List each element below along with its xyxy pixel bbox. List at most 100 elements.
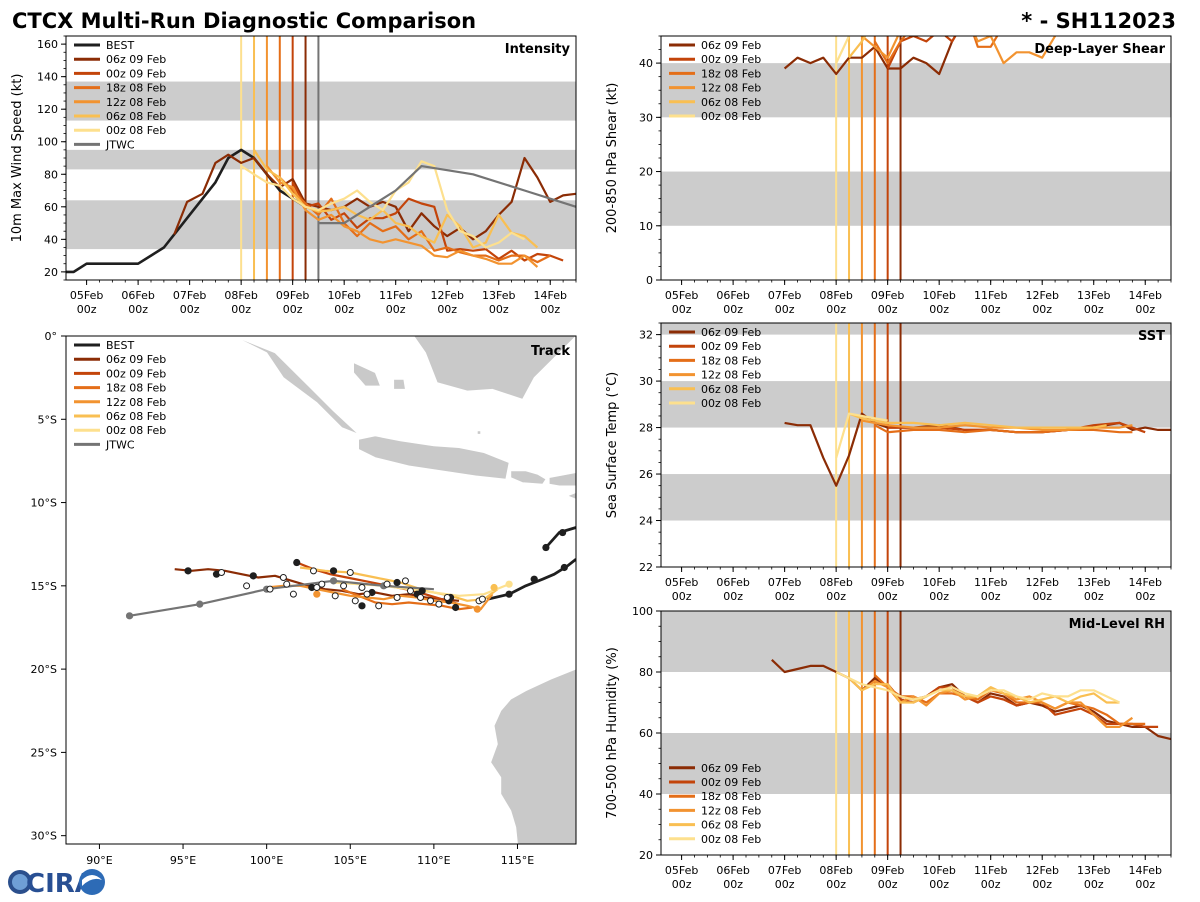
land-belitung	[393, 378, 406, 390]
x-tick-label: 05Feb	[665, 289, 698, 302]
series-line	[874, 424, 1133, 434]
legend-label: 00z 08 Feb	[701, 397, 761, 410]
plot-area	[66, 36, 576, 280]
track-open-point	[435, 600, 443, 608]
legend-label: 00z 09 Feb	[106, 67, 166, 80]
track-point	[249, 572, 257, 580]
legend-label: 00z 08 Feb	[701, 833, 761, 846]
track-point	[473, 605, 481, 613]
legend-label: 18z 08 Feb	[701, 354, 761, 367]
track-open-point	[478, 595, 486, 603]
track-open-point	[313, 584, 321, 592]
track-open-point	[416, 593, 424, 601]
x-tick-sublabel: 00z	[334, 303, 354, 316]
y-tick-label: 28	[639, 422, 653, 435]
x-tick-label: 10Feb	[922, 289, 955, 302]
x-tick-label: 13Feb	[1077, 864, 1110, 877]
x-tick-sublabel: 00z	[672, 590, 692, 603]
track-open-point	[243, 582, 251, 590]
x-tick-sublabel: 00z	[1135, 878, 1155, 891]
panel-sst: 22242628303205Feb00z06Feb00z07Feb00z08Fe…	[605, 322, 1172, 603]
y-tick-label: 5°S	[38, 413, 57, 426]
x-tick-sublabel: 00z	[1032, 303, 1052, 316]
y-axis-label: Sea Surface Temp (°C)	[605, 372, 620, 519]
panel-label: Track	[531, 344, 570, 359]
map-frame	[65, 335, 577, 845]
legend-label: BEST	[106, 339, 134, 352]
legend-label: 12z 08 Feb	[701, 804, 761, 817]
legend-label: 12z 08 Feb	[701, 82, 761, 95]
legend-label: 00z 08 Feb	[701, 110, 761, 123]
x-tick-label: 11Feb	[974, 576, 1007, 589]
land-sumbawa	[548, 472, 576, 487]
x-tick-label: 100°E	[250, 854, 283, 867]
x-tick-label: 06Feb	[716, 864, 749, 877]
x-tick-sublabel: 00z	[1084, 590, 1104, 603]
y-tick-label: 40	[639, 788, 653, 801]
x-tick-label: 14Feb	[1129, 576, 1162, 589]
shading-band	[66, 81, 576, 121]
shading-band	[661, 171, 1171, 226]
land-sumatra-borneo	[233, 336, 359, 435]
series-line	[266, 165, 539, 268]
land-bawean	[476, 430, 482, 435]
x-tick-label: 10Feb	[327, 289, 360, 302]
shading-band	[661, 323, 1171, 335]
legend-label: 06z 08 Feb	[701, 819, 761, 832]
track-open-point	[331, 592, 339, 600]
x-tick-sublabel: 00z	[929, 878, 949, 891]
track-open-point	[318, 580, 326, 588]
x-tick-label: 07Feb	[768, 864, 801, 877]
track-open-point	[443, 593, 451, 601]
x-tick-label: 90°E	[86, 854, 112, 867]
track-open-point	[401, 577, 409, 585]
x-tick-label: 14Feb	[1129, 864, 1162, 877]
x-tick-label: 11Feb	[974, 864, 1007, 877]
series-line	[848, 36, 867, 59]
x-tick-sublabel: 00z	[878, 303, 898, 316]
legend-label: 06z 09 Feb	[701, 762, 761, 775]
x-tick-sublabel: 00z	[775, 590, 795, 603]
shading-band	[661, 611, 1171, 672]
land-java	[358, 435, 510, 480]
legend-label: 18z 08 Feb	[106, 382, 166, 395]
panel-intensity: 2040608010012014016005Feb00z06Feb00z07Fe…	[10, 35, 577, 316]
track-line	[129, 579, 434, 617]
x-tick-label: 10Feb	[922, 576, 955, 589]
track-open-point	[351, 597, 359, 605]
y-tick-label: 22	[639, 561, 653, 574]
track-open-point	[309, 567, 317, 575]
x-tick-label: 14Feb	[1129, 289, 1162, 302]
track-open-point	[383, 580, 391, 588]
y-tick-label: 100	[632, 605, 653, 618]
legend-label: 12z 08 Feb	[106, 96, 166, 109]
x-tick-sublabel: 00z	[1032, 590, 1052, 603]
legend-label: 06z 08 Feb	[106, 110, 166, 123]
x-tick-sublabel: 00z	[1084, 878, 1104, 891]
y-tick-label: 0	[646, 274, 653, 287]
legend-label: 06z 09 Feb	[701, 39, 761, 52]
track-point	[313, 590, 321, 598]
x-tick-label: 08Feb	[819, 576, 852, 589]
track-point	[358, 602, 366, 610]
series-line	[253, 149, 539, 249]
y-tick-label: 160	[37, 38, 58, 51]
track-point	[505, 580, 513, 588]
x-tick-sublabel: 00z	[723, 590, 743, 603]
x-tick-sublabel: 00z	[775, 878, 795, 891]
x-tick-label: 07Feb	[173, 289, 206, 302]
x-tick-label: 07Feb	[768, 576, 801, 589]
series-line	[848, 412, 1107, 429]
x-tick-label: 105°E	[334, 854, 367, 867]
track-point	[184, 567, 192, 575]
y-axis-label: 200-850 hPa Shear (kt)	[605, 83, 620, 234]
y-axis-label: 700-500 hPa Humidity (%)	[605, 647, 620, 819]
x-tick-sublabel: 00z	[386, 303, 406, 316]
panel-label: Mid-Level RH	[1069, 617, 1165, 632]
x-tick-label: 12Feb	[1025, 576, 1058, 589]
y-tick-label: 10	[639, 220, 653, 233]
y-tick-label: 80	[44, 168, 58, 181]
track-open-point	[279, 574, 287, 582]
legend-label: 18z 08 Feb	[701, 790, 761, 803]
